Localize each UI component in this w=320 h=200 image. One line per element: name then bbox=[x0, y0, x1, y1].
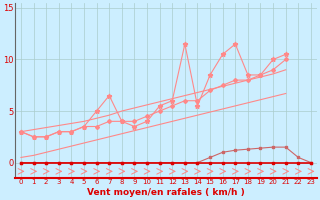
X-axis label: Vent moyen/en rafales ( km/h ): Vent moyen/en rafales ( km/h ) bbox=[87, 188, 245, 197]
